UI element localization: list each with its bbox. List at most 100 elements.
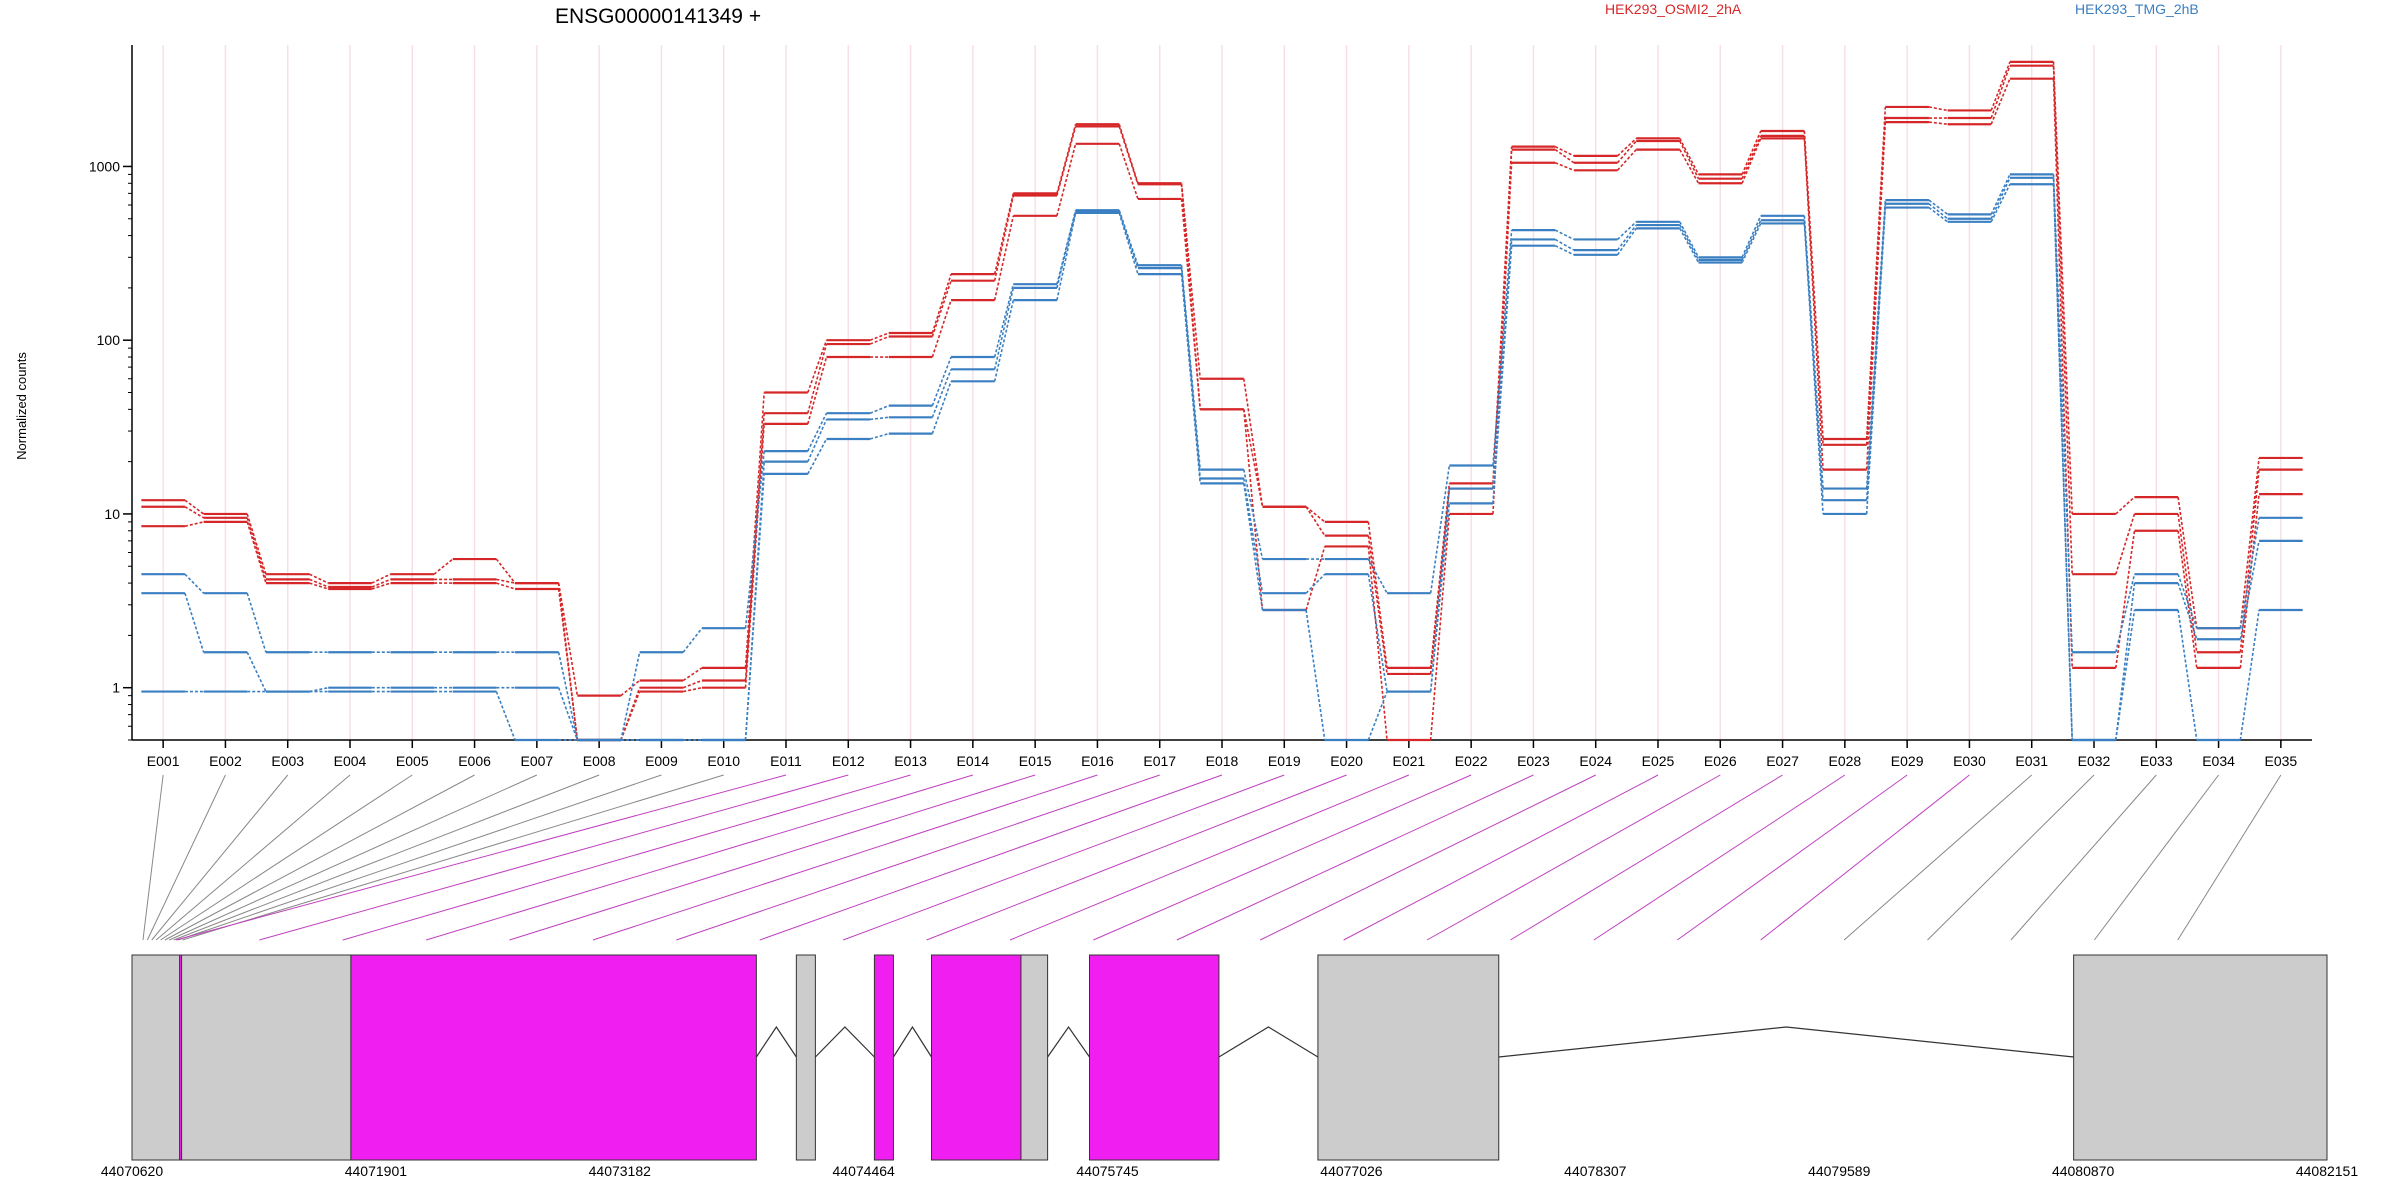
series-connector bbox=[1865, 122, 1887, 470]
series-connector bbox=[1118, 123, 1139, 184]
series-connector bbox=[1492, 239, 1513, 489]
x-tick-label-e035: E035 bbox=[2265, 753, 2298, 769]
series-connector bbox=[1990, 78, 2011, 125]
connector-e008 bbox=[173, 774, 600, 941]
series-connector bbox=[2115, 513, 2136, 575]
x-tick-label-e034: E034 bbox=[2202, 753, 2235, 769]
connector-e025 bbox=[1343, 774, 1659, 941]
series-connector bbox=[1616, 224, 1637, 251]
x-tick-label-e019: E019 bbox=[1268, 753, 1301, 769]
series-connector bbox=[1803, 138, 1824, 470]
series-connector bbox=[2115, 496, 2136, 515]
coordinate-label: 44078307 bbox=[1564, 1163, 1627, 1179]
y-tick-label: 1 bbox=[112, 680, 120, 696]
series-connector bbox=[1741, 130, 1762, 175]
series-connector bbox=[682, 667, 703, 682]
coordinate-label: 44074464 bbox=[833, 1163, 896, 1179]
x-tick-label-e011: E011 bbox=[770, 753, 802, 769]
series-connector bbox=[807, 419, 828, 462]
x-tick-label-e027: E027 bbox=[1766, 753, 1799, 769]
series-connector bbox=[2239, 494, 2260, 668]
series-connector bbox=[1990, 183, 2011, 223]
series-connector bbox=[557, 687, 579, 741]
series-connector bbox=[2052, 65, 2073, 575]
y-axis: 1 10 100 1000 bbox=[89, 45, 133, 741]
series-connector bbox=[1679, 221, 1700, 258]
series-lines bbox=[141, 60, 2303, 742]
exon-block bbox=[1020, 954, 1049, 1161]
connector-e029 bbox=[1676, 774, 1908, 941]
series-connector bbox=[869, 432, 889, 440]
connector-e003 bbox=[151, 774, 289, 941]
series-connector bbox=[1429, 503, 1451, 692]
series-connector bbox=[2052, 177, 2073, 741]
series-connector bbox=[371, 582, 391, 590]
series-connector bbox=[1180, 183, 1201, 379]
series-connector bbox=[371, 578, 391, 588]
connector-e027 bbox=[1510, 774, 1783, 941]
exon-block bbox=[2073, 954, 2328, 1161]
series-connector bbox=[1679, 149, 1700, 184]
series-connector bbox=[184, 506, 205, 519]
grid-lines bbox=[162, 45, 2282, 740]
series-connector bbox=[744, 473, 765, 741]
series-connector bbox=[309, 686, 329, 693]
coordinate-label: 44073182 bbox=[589, 1163, 652, 1179]
series-connector bbox=[433, 558, 454, 575]
series-connector bbox=[807, 339, 828, 393]
series-connector bbox=[184, 499, 205, 515]
coordinate-label: 44082151 bbox=[2296, 1163, 2359, 1179]
series-connector bbox=[993, 195, 1015, 281]
series-connector bbox=[1803, 223, 1824, 514]
series-connector bbox=[246, 517, 267, 580]
chart-title: ENSG00000141349 + bbox=[555, 5, 761, 28]
series-connector bbox=[1180, 265, 1201, 470]
series-connector bbox=[2239, 609, 2260, 741]
coordinate-label: 44071901 bbox=[345, 1163, 408, 1179]
series-connector bbox=[1118, 126, 1139, 185]
coordinate-label: 44070620 bbox=[101, 1163, 164, 1179]
x-tick-label-e008: E008 bbox=[583, 753, 616, 769]
exon-block bbox=[1317, 954, 1500, 1161]
series-connector bbox=[1990, 177, 2011, 220]
series-connector bbox=[931, 299, 952, 358]
y-axis-label: Normalized counts bbox=[14, 352, 29, 460]
connector-e011 bbox=[175, 774, 787, 941]
series-connector bbox=[2239, 517, 2260, 629]
connector-e016 bbox=[592, 774, 1098, 941]
connector-e035 bbox=[2177, 774, 2282, 941]
series-connector bbox=[1243, 478, 1264, 594]
series-connector bbox=[1305, 506, 1326, 537]
y-tick-label: 10 bbox=[104, 506, 120, 522]
connector-e023 bbox=[1176, 774, 1534, 941]
x-tick-label-e015: E015 bbox=[1019, 753, 1052, 769]
coordinate-label: 44080870 bbox=[2052, 1163, 2115, 1179]
exon-block bbox=[795, 954, 816, 1161]
series-connector bbox=[1180, 198, 1201, 410]
series-connector bbox=[993, 284, 1015, 358]
exon-block-highlighted bbox=[930, 954, 1022, 1161]
x-tick-label-e005: E005 bbox=[396, 753, 429, 769]
series-connector bbox=[1679, 224, 1700, 261]
series-connector bbox=[1741, 138, 1762, 184]
exon-connector-lines bbox=[142, 774, 2282, 941]
series-connector bbox=[1367, 558, 1388, 594]
coordinate-label: 44079589 bbox=[1808, 1163, 1871, 1179]
series-connector bbox=[744, 392, 765, 668]
series-connector bbox=[1616, 137, 1637, 157]
y-tick-label: 1000 bbox=[89, 158, 120, 174]
series-connector bbox=[1928, 206, 1949, 223]
x-tick-label-e033: E033 bbox=[2140, 753, 2173, 769]
series-connector bbox=[931, 356, 952, 406]
connector-e014 bbox=[425, 774, 974, 941]
x-tick-label-e018: E018 bbox=[1206, 753, 1239, 769]
series-connector bbox=[1367, 546, 1388, 741]
series-connector bbox=[993, 299, 1015, 382]
x-tick-label-e009: E009 bbox=[645, 753, 678, 769]
series-connector bbox=[1616, 149, 1637, 171]
connector-e032 bbox=[1927, 774, 2095, 941]
series-connector bbox=[1990, 61, 2011, 111]
series-connector bbox=[1056, 212, 1077, 301]
series-connector bbox=[1429, 513, 1451, 741]
series-connector bbox=[2052, 184, 2073, 741]
